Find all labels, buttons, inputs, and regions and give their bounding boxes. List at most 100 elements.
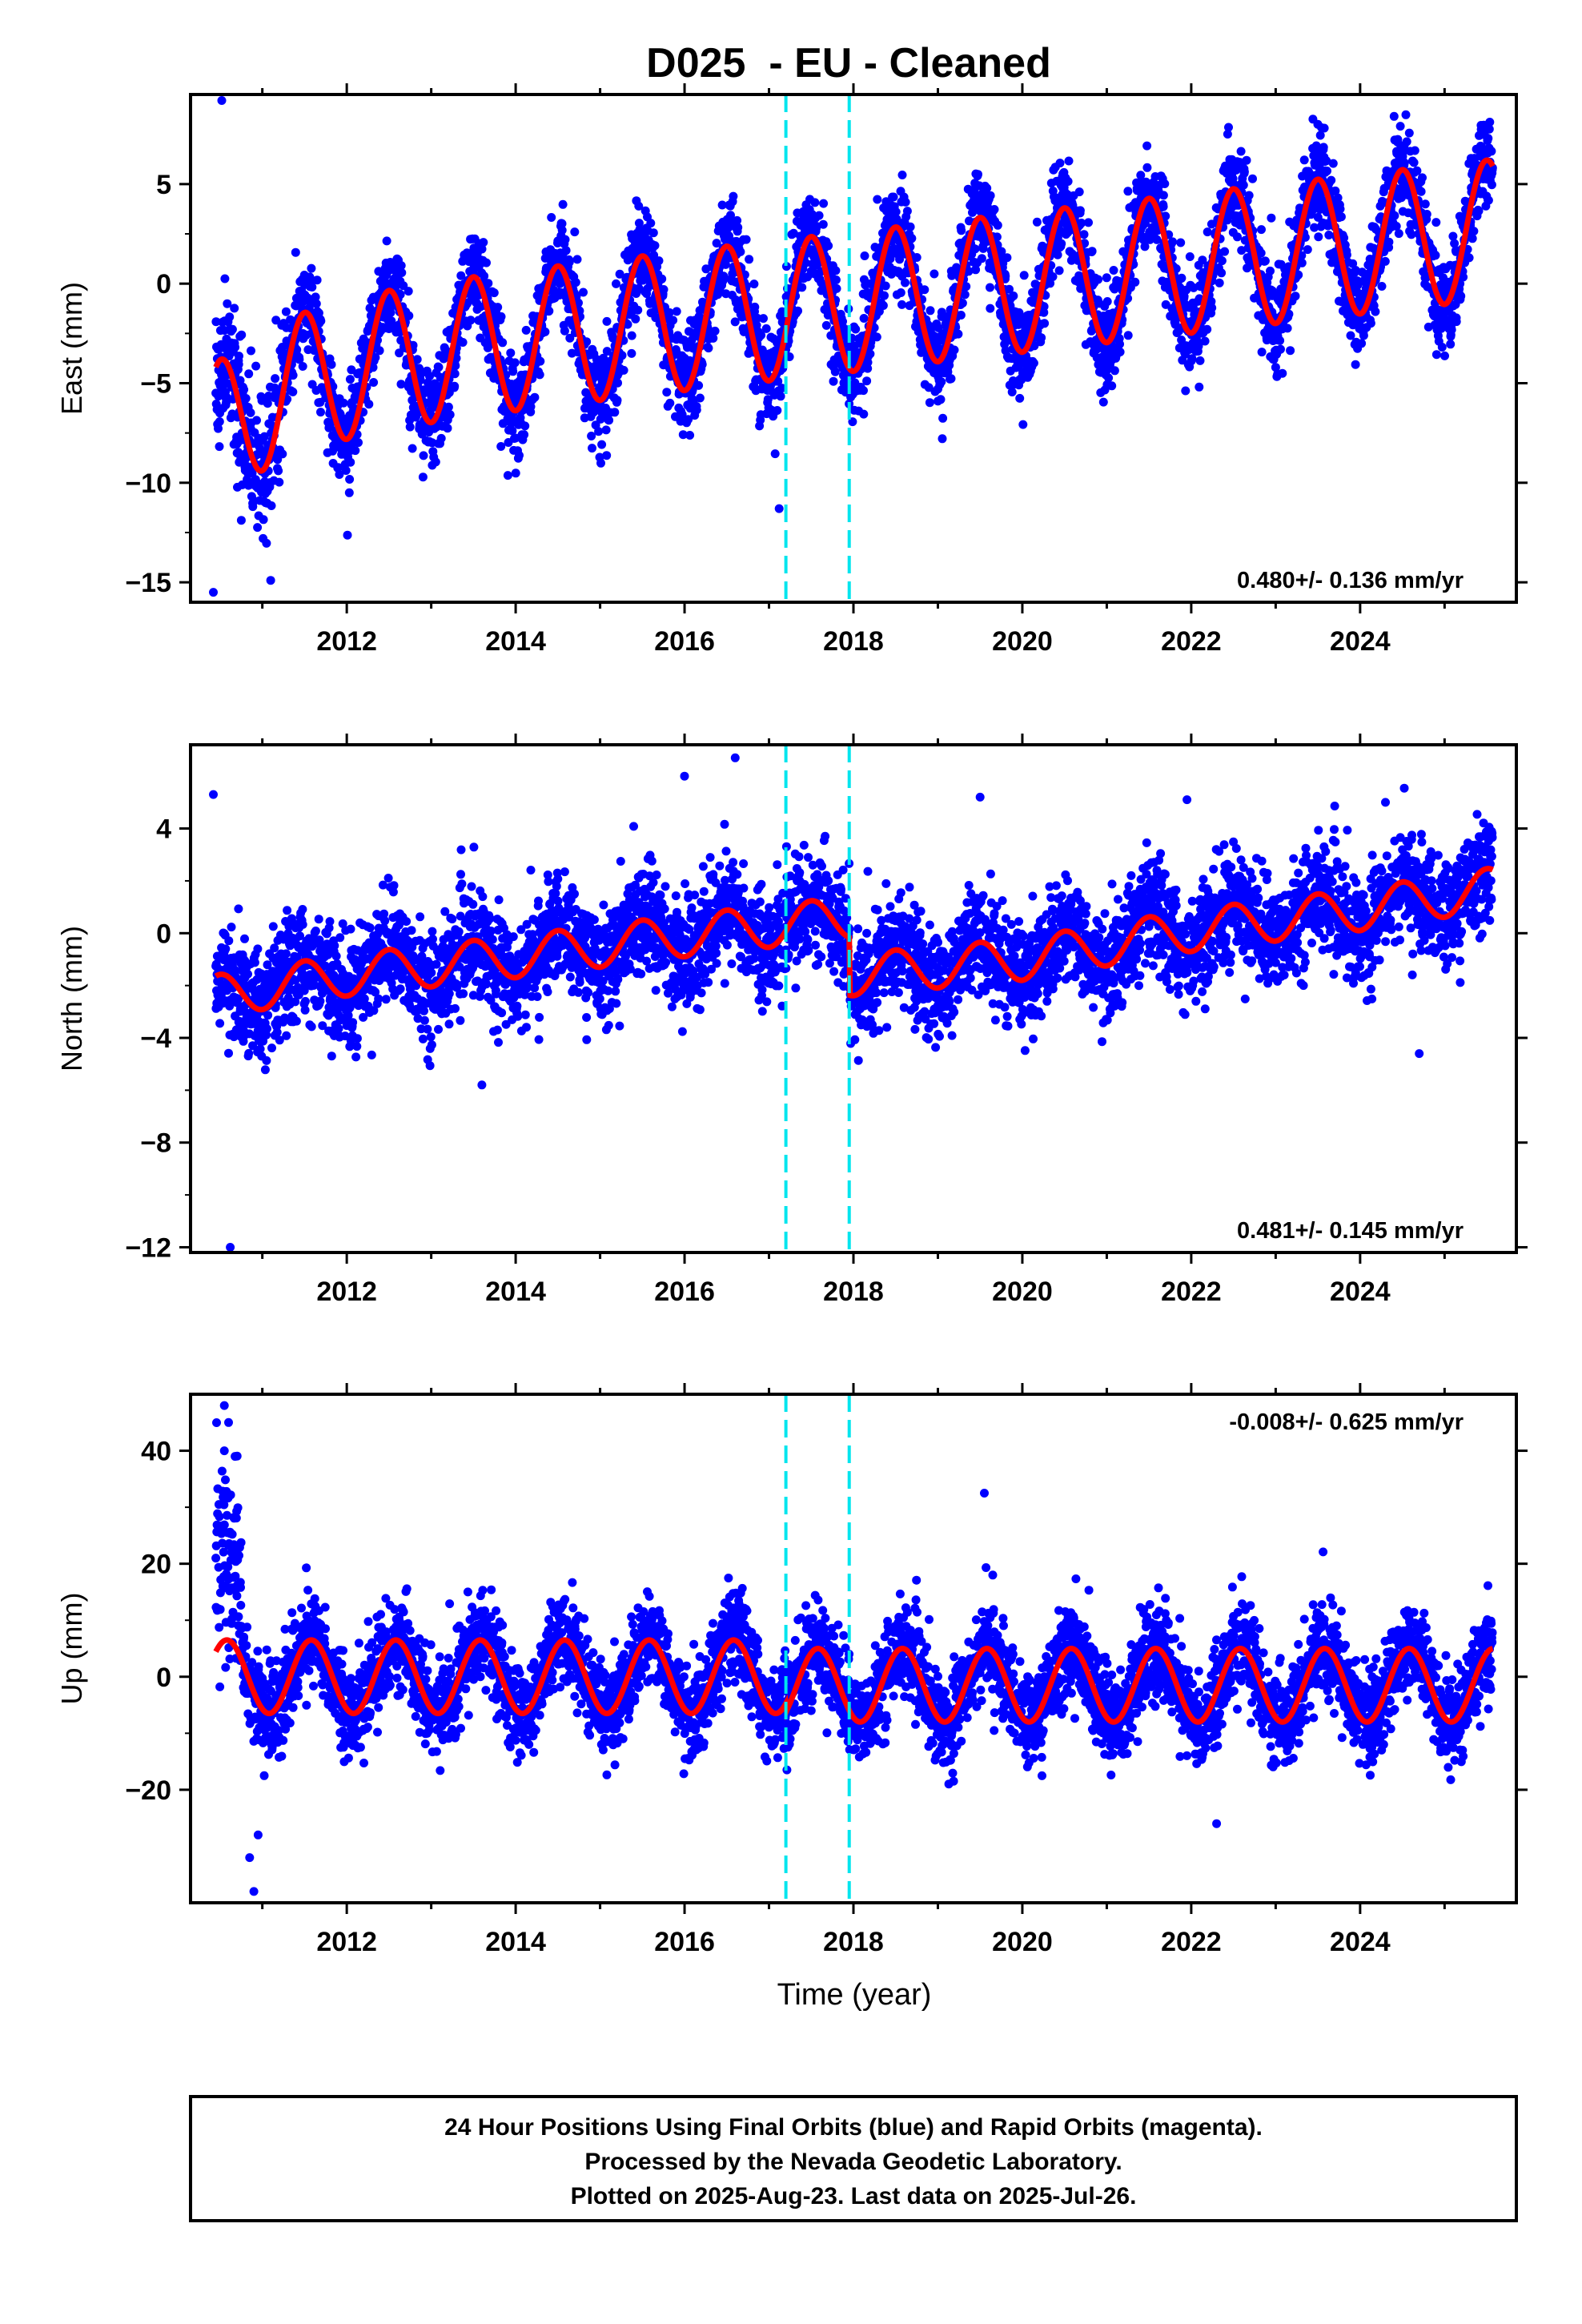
data-point [974,170,982,179]
data-point [692,405,701,415]
data-point [759,314,768,324]
east-rate-label: 0.480+/- 0.136 mm/yr [1237,568,1464,593]
data-point [571,278,580,287]
data-point [444,402,453,412]
data-point [230,304,239,313]
data-point [452,353,461,363]
data-point [612,396,622,405]
data-point [1053,250,1062,259]
data-point [880,291,889,300]
data-point [458,338,468,347]
data-point [224,936,234,946]
data-point [937,308,946,317]
data-point [227,324,237,334]
data-point [623,320,632,329]
data-point [986,304,995,313]
data-point [307,263,316,273]
data-point [263,399,272,408]
data-point [986,283,994,292]
data-point [1203,227,1212,237]
data-point [246,408,255,417]
data-point [508,367,518,376]
data-point [560,326,569,336]
data-point [1079,230,1089,239]
data-point [878,301,888,310]
data-point [558,199,568,209]
data-point [339,398,348,408]
y-tick-label: −5 [140,369,171,400]
data-point [498,338,508,348]
data-point [292,345,302,355]
data-point [1244,191,1254,200]
data-point [773,406,782,415]
data-point [1487,180,1496,190]
data-point [496,312,506,321]
data-point [752,320,761,330]
data-point [1200,336,1210,346]
data-point [535,370,544,380]
data-point [678,430,688,440]
data-point [291,247,300,257]
data-point [364,400,374,409]
y-tick-label: −10 [125,468,171,499]
outlier-point [209,588,218,597]
data-point [347,365,356,375]
data-point [484,279,493,288]
data-point [633,305,643,315]
data-point [930,269,939,279]
data-point [797,283,807,292]
data-point [943,367,953,376]
data-point [831,275,841,284]
data-point [1115,348,1125,356]
data-point [1266,266,1275,275]
data-point [925,398,934,408]
data-point [1075,206,1085,215]
data-point [312,275,322,285]
data-point [924,383,934,392]
data-point [1104,373,1114,383]
data-point [515,451,524,460]
data-point [1351,360,1360,369]
data-point [1248,174,1257,183]
x-tick-label: 2016 [654,626,715,657]
data-point [399,281,408,291]
data-point [897,171,907,179]
data-point [957,226,966,235]
data-point [1084,218,1093,227]
data-point [895,255,905,264]
data-point [275,477,284,487]
data-point [1057,239,1066,248]
data-point [1380,256,1390,266]
data-point [654,256,664,266]
data-point [601,425,611,435]
data-point [247,346,255,356]
data-point [1371,307,1380,316]
data-point [477,244,487,254]
data-point [865,349,875,359]
data-point [215,417,224,426]
data-point [1420,199,1430,209]
data-point [695,393,705,403]
data-point [307,283,317,292]
data-point [907,234,917,243]
data-point [214,424,223,433]
data-point [773,376,783,386]
data-point [763,395,773,404]
data-point [1327,175,1336,185]
data-point [234,360,243,369]
data-point [821,320,831,330]
north-data-points [209,753,1497,1252]
data-point [236,516,246,525]
x-tick-label: 2018 [823,626,884,657]
data-point [646,219,656,228]
data-point [1087,247,1097,256]
data-point [396,380,406,389]
data-point [479,238,488,247]
data-point [1431,251,1440,260]
data-point [253,523,263,533]
data-point [859,386,868,396]
data-point [224,1048,233,1058]
data-point [1303,245,1312,255]
